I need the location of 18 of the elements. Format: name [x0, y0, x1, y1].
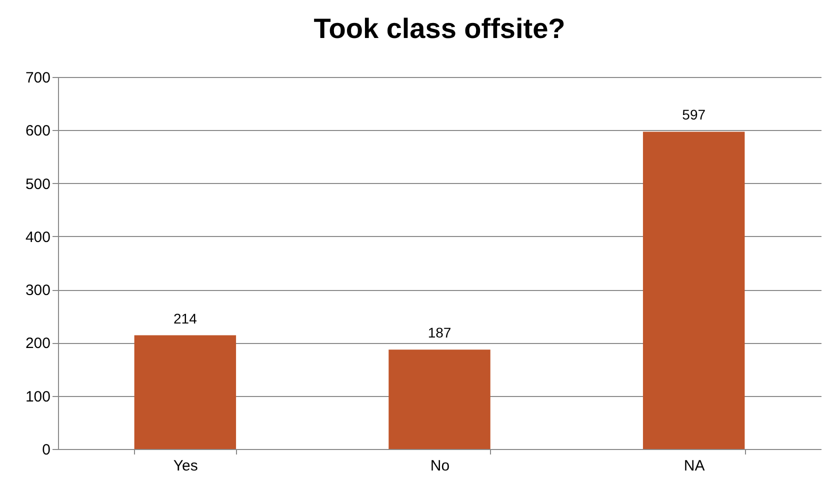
y-tick-label: 300: [25, 282, 50, 300]
data-label: 214: [173, 310, 198, 326]
y-tick-label: 100: [25, 388, 50, 406]
bar: [642, 132, 745, 449]
y-tick-label: 700: [25, 70, 50, 86]
y-tick-label: 200: [25, 335, 50, 352]
x-tick-label: No: [430, 458, 450, 474]
y-tick-label: 0: [42, 442, 50, 458]
bar: [388, 350, 490, 449]
chart-title: Took class offsite?: [314, 13, 566, 44]
x-tick-label: NA: [684, 458, 705, 474]
y-tick-label: 400: [25, 228, 50, 246]
x-tick-label: Yes: [173, 458, 198, 474]
y-tick-label: 600: [25, 122, 50, 140]
data-label: 187: [428, 324, 452, 341]
bar: [134, 335, 236, 449]
data-label: 597: [682, 106, 706, 123]
y-tick-label: 500: [25, 176, 50, 193]
